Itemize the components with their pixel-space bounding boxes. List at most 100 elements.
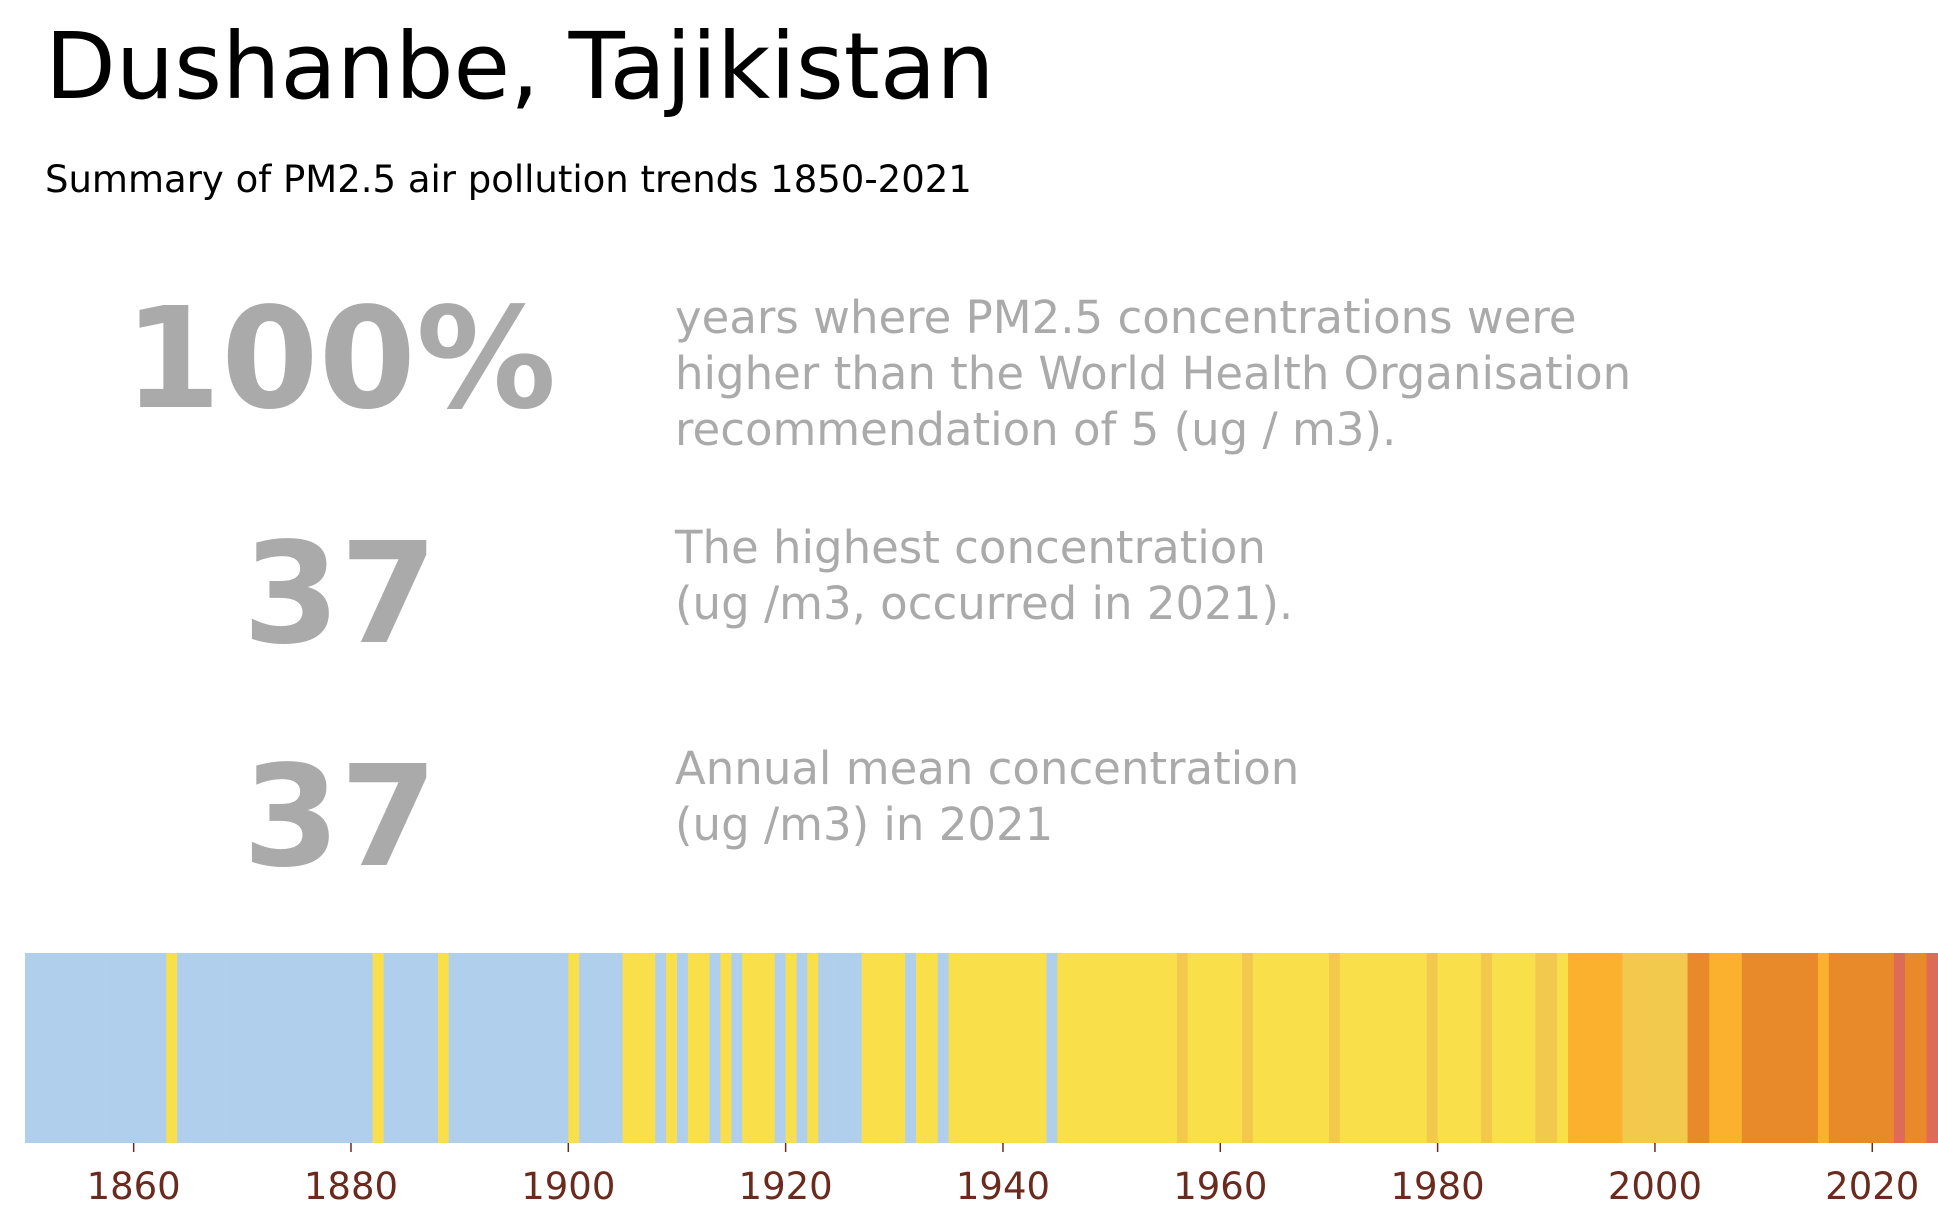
- stripe-2009: [1752, 953, 1765, 1143]
- stripe-1864: [177, 953, 189, 1143]
- stripe-1858: [111, 953, 124, 1143]
- stripe-2003: [1687, 953, 1700, 1143]
- stripe-1877: [318, 953, 330, 1143]
- stripe-1968: [1307, 953, 1319, 1143]
- stripe-1883: [383, 953, 396, 1143]
- stripe-1992: [1568, 953, 1580, 1143]
- stripe-1991: [1557, 953, 1569, 1143]
- stripe-1885: [405, 953, 417, 1143]
- stripe-2024: [1915, 953, 1928, 1143]
- stripe-1905: [622, 953, 635, 1143]
- stripe-2006: [1720, 953, 1732, 1143]
- stripe-1868: [220, 953, 233, 1143]
- stripe-1888: [437, 953, 450, 1143]
- stripe-1886: [416, 953, 428, 1143]
- stat-description-percent: years where PM2.5 concentrations were hi…: [675, 291, 1632, 456]
- stripe-1943: [1035, 953, 1048, 1143]
- stripe-1854: [68, 953, 80, 1143]
- stripe-1995: [1600, 953, 1613, 1143]
- stripe-1951: [1122, 953, 1134, 1143]
- stripe-1928: [872, 953, 885, 1143]
- stripe-1859: [122, 953, 135, 1143]
- stripe-2022: [1894, 953, 1906, 1143]
- stripe-1926: [850, 953, 863, 1143]
- stripe-1950: [1111, 953, 1124, 1143]
- stripe-1884: [394, 953, 406, 1143]
- stripe-1870: [242, 953, 254, 1143]
- stripe-1922: [807, 953, 819, 1143]
- stripe-1872: [264, 953, 276, 1143]
- stripe-1891: [470, 953, 482, 1143]
- x-tick-label-1920: 1920: [739, 1165, 833, 1208]
- stripe-1998: [1633, 953, 1645, 1143]
- stripe-1898: [546, 953, 559, 1143]
- stripe-1897: [535, 953, 548, 1143]
- stripe-1934: [937, 953, 950, 1143]
- stripe-1880: [350, 953, 363, 1143]
- stripe-1993: [1578, 953, 1591, 1143]
- stripe-1869: [231, 953, 243, 1143]
- stripe-1878: [329, 953, 341, 1143]
- stripe-2007: [1731, 953, 1743, 1143]
- stat-value-annual-mean: 37: [242, 736, 438, 899]
- stripe-1976: [1394, 953, 1406, 1143]
- stripe-1987: [1513, 953, 1526, 1143]
- stripe-1937: [970, 953, 982, 1143]
- stripe-1902: [590, 953, 602, 1143]
- stripe-1867: [209, 953, 222, 1143]
- stripe-1990: [1546, 953, 1558, 1143]
- x-tick-label-1940: 1940: [956, 1165, 1050, 1208]
- stripe-1909: [666, 953, 678, 1143]
- stripe-1986: [1502, 953, 1515, 1143]
- stripe-2011: [1774, 953, 1786, 1143]
- stripe-1929: [883, 953, 895, 1143]
- stripe-2001: [1665, 953, 1678, 1143]
- stripe-1915: [731, 953, 743, 1143]
- stripe-1946: [1068, 953, 1080, 1143]
- x-tick-label-2020: 2020: [1825, 1165, 1919, 1208]
- stripe-1865: [187, 953, 200, 1143]
- stripe-1938: [981, 953, 993, 1143]
- stripe-1916: [742, 953, 754, 1143]
- x-tick-label-1960: 1960: [1173, 1165, 1267, 1208]
- stripe-1930: [894, 953, 906, 1143]
- stripe-1952: [1133, 953, 1145, 1143]
- stripe-1889: [448, 953, 461, 1143]
- stripe-1997: [1622, 953, 1634, 1143]
- stripe-1882: [372, 953, 385, 1143]
- stripe-1917: [753, 953, 765, 1143]
- stripe-1999: [1644, 953, 1656, 1143]
- stripe-1874: [285, 953, 298, 1143]
- page-title: Dushanbe, Tajikistan: [45, 13, 995, 120]
- stripe-1932: [916, 953, 928, 1143]
- stripe-1945: [1057, 953, 1069, 1143]
- stripe-1852: [46, 953, 59, 1143]
- stripe-1873: [274, 953, 287, 1143]
- stat-value-highest: 37: [242, 513, 438, 676]
- stripe-1914: [720, 953, 732, 1143]
- x-tick-label-1860: 1860: [87, 1165, 181, 1208]
- stripe-1981: [1448, 953, 1460, 1143]
- stripe-1855: [79, 953, 91, 1143]
- stripe-1910: [676, 953, 689, 1143]
- stripe-1860: [133, 953, 146, 1143]
- stripe-1918: [763, 953, 776, 1143]
- stripe-1875: [296, 953, 309, 1143]
- stripe-1871: [253, 953, 265, 1143]
- stripe-1851: [35, 953, 48, 1143]
- stripe-1978: [1415, 953, 1428, 1143]
- stripe-1906: [633, 953, 645, 1143]
- stripe-1979: [1426, 953, 1439, 1143]
- stripe-1925: [839, 953, 852, 1143]
- stripe-1970: [1328, 953, 1341, 1143]
- stripe-1931: [905, 953, 917, 1143]
- stripe-1964: [1263, 953, 1276, 1143]
- stripe-1967: [1296, 953, 1308, 1143]
- stripe-2025: [1926, 953, 1938, 1143]
- stripe-1853: [57, 953, 70, 1143]
- stripe-1942: [1024, 953, 1037, 1143]
- stripe-2002: [1676, 953, 1689, 1143]
- stripe-1894: [503, 953, 515, 1143]
- stripe-2008: [1741, 953, 1754, 1143]
- stripe-1856: [90, 953, 102, 1143]
